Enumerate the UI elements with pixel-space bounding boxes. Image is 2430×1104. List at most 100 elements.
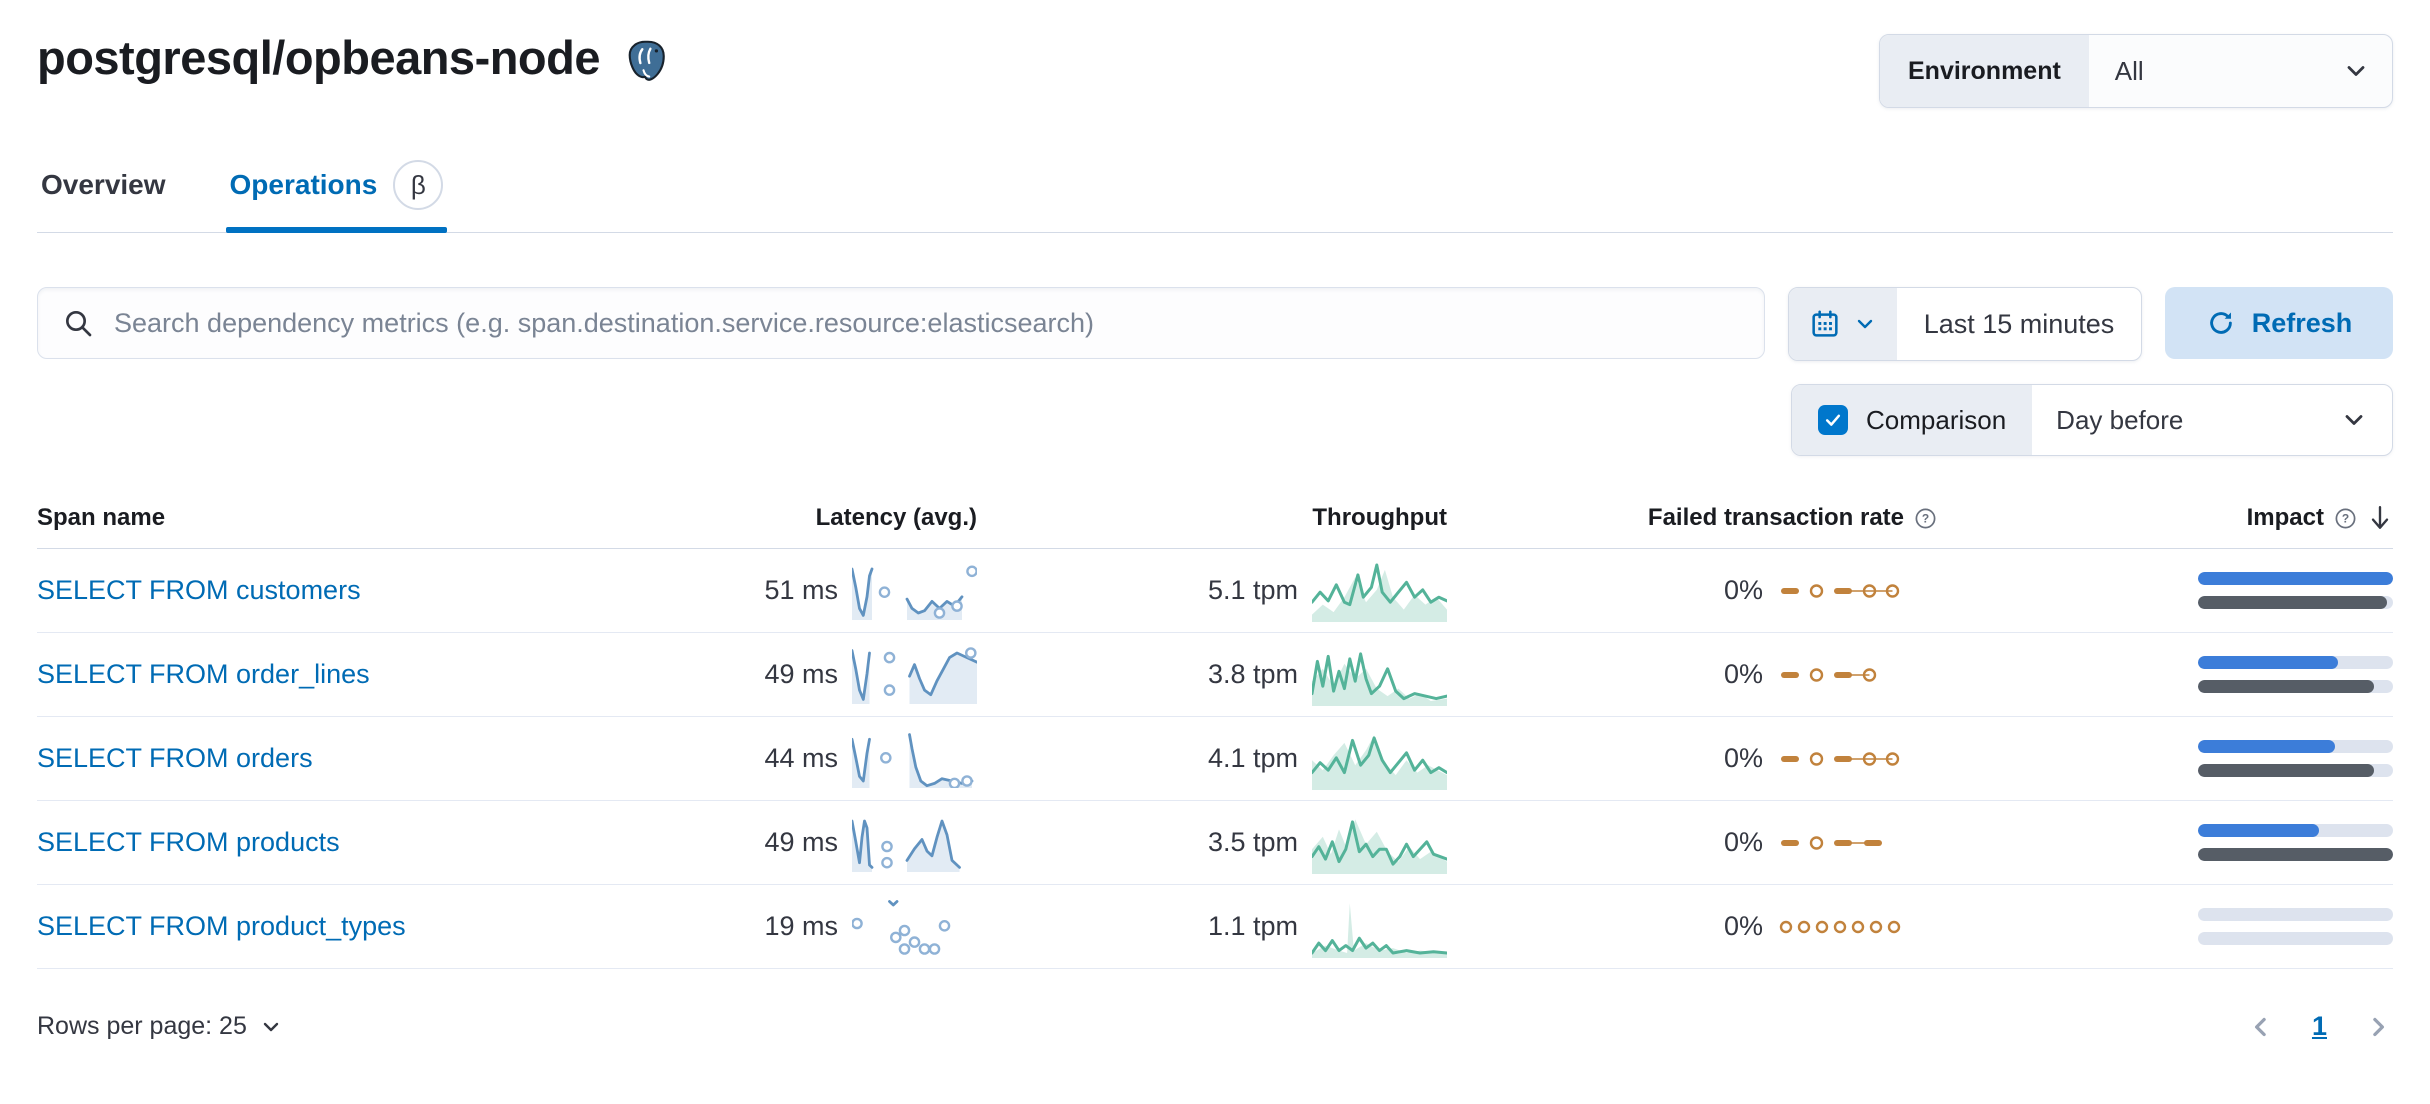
refresh-icon [2209, 312, 2232, 334]
span-name-cell: SELECT FROM order_lines [37, 659, 637, 690]
throughput-cell: 3.8 tpm [977, 644, 1447, 706]
search-icon [66, 311, 92, 337]
throughput-sparkline [1312, 818, 1447, 874]
latency-sparkline [852, 565, 977, 620]
impact-bar-current-fill [2198, 656, 2339, 669]
comparison-select[interactable]: Day before [2032, 385, 2392, 455]
table-row: SELECT FROM product_types 19 ms 1.1 tpm 0% [37, 885, 2393, 969]
column-header-impact[interactable]: Impact ? [1937, 504, 2393, 532]
throughput-sparkline [1312, 734, 1447, 790]
chevron-down-icon [263, 1022, 279, 1031]
environment-select[interactable]: Environment All [1879, 34, 2393, 108]
impact-bar-previous [2198, 848, 2393, 861]
failed-rate-sparkline [1781, 667, 1877, 682]
rows-per-page-button[interactable]: Rows per page: 25 [37, 1012, 283, 1041]
latency-cell: 44 ms [637, 730, 977, 788]
search-input[interactable] [112, 306, 1740, 340]
impact-cell [1937, 824, 2393, 861]
latency-value: 51 ms [764, 575, 838, 605]
throughput-cell: 5.1 tpm [977, 560, 1447, 622]
latency-sparkline [852, 899, 951, 955]
failed-rate-value: 0% [1723, 659, 1763, 689]
throughput-cell: 3.5 tpm [977, 812, 1447, 874]
impact-bar-previous-fill [2198, 680, 2374, 693]
impact-cell [1937, 656, 2393, 693]
check-icon [1825, 414, 1841, 426]
calendar-icon [1812, 310, 1838, 337]
chevron-down-icon [2345, 415, 2363, 425]
table-body: SELECT FROM customers 51 ms 5.1 tpm 0% SELEC… [37, 549, 2393, 969]
tab-operations[interactable]: Operations β [225, 146, 448, 233]
throughput-cell: 1.1 tpm [977, 896, 1447, 958]
throughput-cell: 4.1 tpm [977, 728, 1447, 790]
chevron-right-icon [2373, 1017, 2384, 1036]
throughput-value: 3.8 tpm [1207, 659, 1298, 689]
failed-rate-sparkline [1781, 751, 1900, 766]
comparison-value: Day before [2056, 404, 2184, 435]
previous-page-button[interactable] [2246, 1012, 2276, 1042]
svg-text:?: ? [1922, 511, 1929, 525]
failed-rate-sparkline [1781, 835, 1882, 850]
impact-bar-current-fill [2198, 740, 2335, 753]
table-header-row: Span name Latency (avg.) Throughput Fail… [37, 504, 2393, 549]
span-name-link[interactable]: SELECT FROM product_types [37, 911, 406, 941]
impact-bar-current-fill [2198, 572, 2393, 585]
latency-cell: 49 ms [637, 646, 977, 704]
impact-cell [1937, 572, 2393, 609]
latency-value: 44 ms [764, 743, 838, 773]
environment-value: All [2114, 55, 2144, 86]
time-range-value[interactable]: Last 15 minutes [1923, 308, 2115, 339]
impact-bar-current [2198, 908, 2393, 921]
beta-badge: β [393, 160, 444, 210]
span-name-link[interactable]: SELECT FROM products [37, 827, 340, 857]
next-page-button[interactable] [2363, 1012, 2393, 1042]
failed-rate-cell: 0% [1447, 573, 1937, 609]
comparison-toggle[interactable]: Comparison [1792, 385, 2033, 455]
table-row: SELECT FROM orders 44 ms 4.1 tpm 0% [37, 717, 2393, 801]
impact-cell [1937, 908, 2393, 945]
column-header-span-name: Span name [37, 504, 166, 531]
column-header-throughput[interactable]: Throughput [1312, 504, 1447, 531]
span-name-link[interactable]: SELECT FROM orders [37, 743, 313, 773]
span-name-cell: SELECT FROM orders [37, 743, 637, 774]
throughput-sparkline [1312, 563, 1447, 622]
date-picker[interactable]: Last 15 minutes [1788, 287, 2142, 361]
comparison-checkbox[interactable] [1818, 405, 1848, 435]
impact-bar-previous-fill [2198, 848, 2393, 861]
latency-cell: 49 ms [637, 814, 977, 872]
latency-sparkline [852, 646, 977, 704]
refresh-button[interactable]: Refresh [2165, 287, 2393, 359]
failed-rate-cell: 0% [1447, 909, 1937, 945]
span-name-cell: SELECT FROM customers [37, 575, 637, 606]
impact-bar-current [2198, 656, 2393, 669]
span-name-cell: SELECT FROM products [37, 827, 637, 858]
operations-table: Span name Latency (avg.) Throughput Fail… [37, 504, 2393, 969]
question-in-circle-icon[interactable]: ? [1914, 507, 1937, 530]
impact-bar-previous-fill [2198, 596, 2388, 609]
impact-bar-previous [2198, 596, 2393, 609]
toolbar: Last 15 minutes Refresh [37, 287, 2393, 361]
sort-descending-arrow-icon [2371, 506, 2389, 529]
comparison-row: Comparison Day before [37, 384, 2393, 456]
span-name-link[interactable]: SELECT FROM order_lines [37, 659, 370, 689]
failed-rate-sparkline [1781, 583, 1900, 598]
latency-sparkline [852, 732, 974, 788]
span-name-link[interactable]: SELECT FROM customers [37, 575, 361, 605]
latency-cell: 51 ms [637, 562, 977, 620]
throughput-value: 3.5 tpm [1207, 827, 1298, 857]
latency-value: 49 ms [764, 827, 838, 857]
impact-bar-current [2198, 572, 2393, 585]
pagination: 1 [2246, 1011, 2393, 1042]
tab-overview[interactable]: Overview [41, 169, 166, 200]
column-header-latency[interactable]: Latency (avg.) [815, 504, 977, 531]
table-row: SELECT FROM products 49 ms 3.5 tpm 0% [37, 801, 2393, 885]
page-number-1[interactable]: 1 [2311, 1011, 2327, 1041]
failed-rate-cell: 0% [1447, 741, 1937, 777]
column-header-failed-rate[interactable]: Failed transaction rate ? [1447, 504, 1937, 532]
question-in-circle-icon[interactable]: ? [2334, 507, 2357, 530]
throughput-sparkline [1312, 902, 1447, 958]
svg-text:?: ? [2342, 511, 2349, 525]
date-picker-quick-menu[interactable] [1789, 288, 1897, 360]
postgresql-logo-icon [628, 40, 665, 81]
